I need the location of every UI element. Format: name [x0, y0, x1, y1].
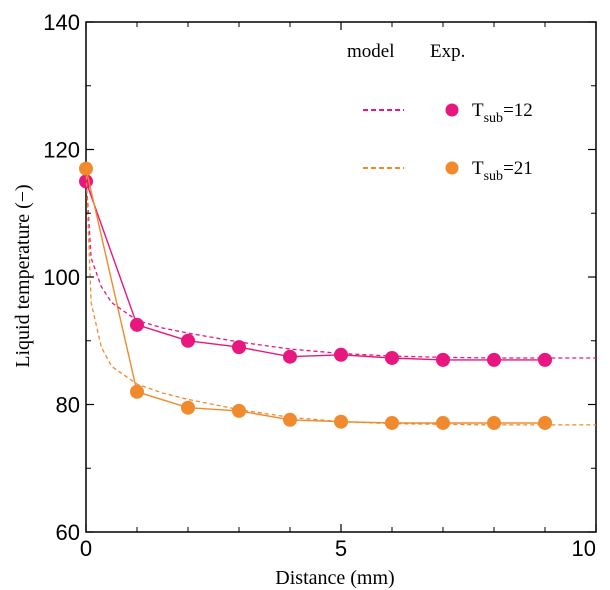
model-line-tsub21 [85, 168, 596, 426]
legend-header-model: model [347, 41, 395, 62]
exp-point-tsub12 [283, 349, 297, 364]
exp-point-tsub21 [538, 415, 552, 430]
data-marks [79, 161, 596, 430]
model-line-tsub12 [85, 174, 596, 359]
exp-point-tsub21 [181, 400, 195, 415]
y-axis-title: Liquid temperature (−) [12, 184, 34, 367]
legend-marker-tsub12 [445, 103, 459, 117]
plot-area [85, 21, 597, 533]
exp-point-tsub12 [130, 317, 144, 332]
y-tick-label: 140 [43, 10, 80, 35]
exp-point-tsub21 [487, 415, 501, 430]
x-tick-label: 0 [80, 536, 92, 561]
x-tick-label: 10 [572, 536, 596, 561]
exp-point-tsub21 [436, 415, 450, 430]
x-axis-title: Distance (mm) [275, 567, 394, 589]
legend-label-tsub21: Tsub=21 [472, 158, 533, 184]
exp-point-tsub12 [385, 350, 399, 365]
exp-point-tsub21 [232, 403, 246, 418]
axis-ticks: 60 80 100 120 140 0 5 10 [43, 10, 597, 561]
legend-header-exp: Exp. [430, 41, 465, 62]
legend-label-tsub12: Tsub=12 [472, 100, 533, 126]
legend-marker-tsub21 [445, 161, 459, 175]
x-tick-label: 5 [335, 536, 347, 561]
y-tick-label: 100 [43, 265, 80, 290]
exp-line-tsub12 [85, 181, 545, 361]
exp-line-tsub21 [85, 168, 545, 424]
exp-point-tsub12 [334, 347, 348, 362]
exp-point-tsub21 [334, 414, 348, 429]
exp-point-tsub12 [487, 352, 501, 367]
exp-point-tsub21 [130, 384, 144, 399]
y-tick-label: 80 [56, 393, 80, 418]
exp-point-tsub21 [283, 412, 297, 427]
exp-point-tsub12 [436, 352, 450, 367]
plot-frame [85, 21, 597, 533]
y-tick-label: 60 [56, 520, 80, 545]
y-tick-label: 120 [43, 138, 80, 163]
legend: model Exp. Tsub=12 Tsub=21 [347, 41, 533, 184]
exp-point-tsub12 [538, 352, 552, 367]
exp-point-tsub12 [181, 333, 195, 348]
exp-point-tsub12 [232, 340, 246, 355]
